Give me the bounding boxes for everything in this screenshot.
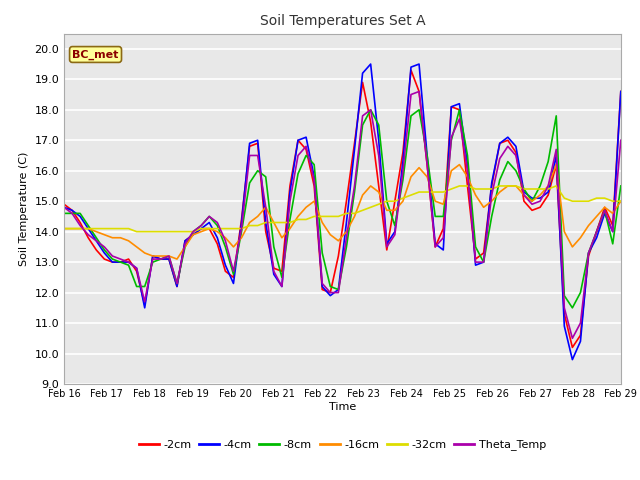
-2cm [60, 201, 68, 207]
Theta_Temp [132, 265, 140, 271]
-2cm [189, 232, 197, 238]
Theta_Temp [545, 183, 552, 189]
-32cm [375, 201, 383, 207]
-2cm [545, 192, 552, 198]
Line: -16cm: -16cm [64, 165, 621, 259]
Legend: -2cm, -4cm, -8cm, -16cm, -32cm, Theta_Temp: -2cm, -4cm, -8cm, -16cm, -32cm, Theta_Te… [134, 435, 550, 455]
-2cm [617, 89, 625, 95]
-32cm [132, 229, 140, 235]
Line: Theta_Temp: Theta_Temp [64, 92, 621, 338]
Line: -8cm: -8cm [64, 110, 621, 308]
-2cm [407, 67, 415, 73]
-16cm [132, 244, 140, 250]
-32cm [237, 226, 245, 231]
-32cm [141, 229, 148, 235]
Theta_Temp [568, 336, 576, 341]
Line: -2cm: -2cm [64, 70, 621, 348]
-4cm [189, 232, 197, 238]
Theta_Temp [230, 268, 237, 274]
-2cm [132, 268, 140, 274]
-4cm [568, 357, 576, 362]
-8cm [230, 271, 237, 277]
-4cm [230, 281, 237, 287]
-2cm [230, 275, 237, 280]
-8cm [189, 229, 197, 235]
-16cm [60, 226, 68, 231]
Theta_Temp [617, 137, 625, 143]
Theta_Temp [294, 153, 302, 158]
-16cm [237, 235, 245, 240]
Theta_Temp [415, 89, 423, 95]
-2cm [294, 137, 302, 143]
Theta_Temp [367, 107, 374, 113]
Theta_Temp [189, 229, 197, 235]
-4cm [617, 89, 625, 95]
-32cm [197, 226, 205, 231]
Title: Soil Temperatures Set A: Soil Temperatures Set A [260, 14, 425, 28]
-8cm [568, 305, 576, 311]
-8cm [294, 171, 302, 177]
-8cm [545, 159, 552, 165]
-8cm [367, 107, 374, 113]
-8cm [375, 122, 383, 128]
-32cm [456, 183, 463, 189]
-2cm [568, 345, 576, 350]
-16cm [552, 162, 560, 168]
Line: -32cm: -32cm [64, 186, 621, 232]
-8cm [60, 211, 68, 216]
Text: BC_met: BC_met [72, 49, 119, 60]
-16cm [456, 162, 463, 168]
-8cm [617, 183, 625, 189]
-32cm [552, 183, 560, 189]
-4cm [367, 61, 374, 67]
Y-axis label: Soil Temperature (C): Soil Temperature (C) [19, 152, 29, 266]
-16cm [375, 189, 383, 195]
-32cm [60, 226, 68, 231]
-16cm [173, 256, 181, 262]
-4cm [545, 189, 552, 195]
-8cm [132, 284, 140, 289]
Line: -4cm: -4cm [64, 64, 621, 360]
-4cm [375, 137, 383, 143]
-32cm [302, 216, 310, 222]
-16cm [617, 198, 625, 204]
-4cm [132, 265, 140, 271]
Theta_Temp [60, 204, 68, 210]
-16cm [302, 204, 310, 210]
-4cm [60, 204, 68, 210]
X-axis label: Time: Time [329, 402, 356, 412]
-2cm [367, 119, 374, 125]
-4cm [294, 137, 302, 143]
-16cm [197, 229, 205, 235]
-32cm [617, 198, 625, 204]
